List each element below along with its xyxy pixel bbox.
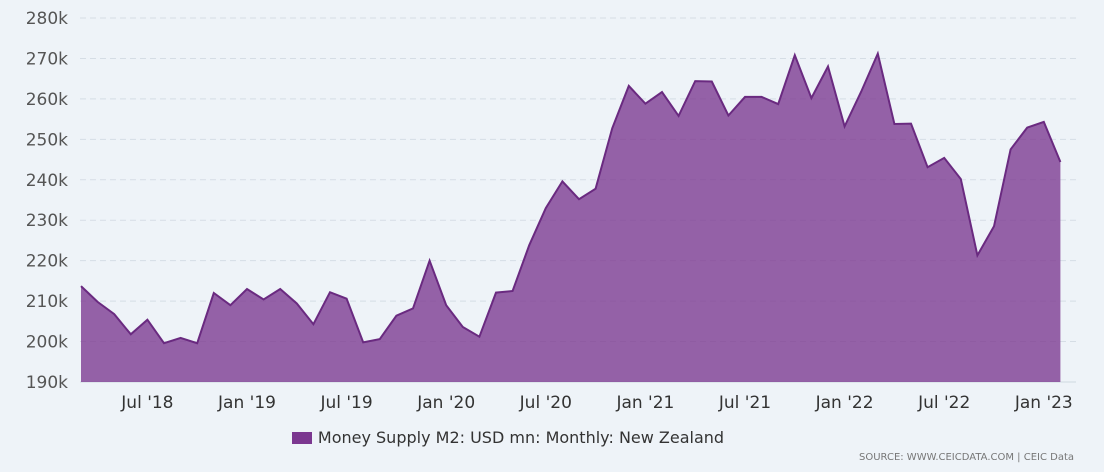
- x-tick-label: Jul '21: [718, 393, 771, 413]
- x-tick-label: Jul '22: [917, 393, 970, 413]
- y-tick-label: 250k: [26, 130, 68, 150]
- y-tick-label: 190k: [26, 373, 68, 393]
- y-axis: 190k 200k 210k 220k 230k 240k 250k 260k 270k 280k: [26, 9, 68, 393]
- series-area-fill: [81, 53, 1061, 382]
- x-tick-label: Jan '22: [815, 393, 874, 413]
- series-line: [80, 50, 1062, 345]
- series-area: [80, 50, 1062, 382]
- y-tick-label: 200k: [26, 333, 68, 353]
- x-axis: Jul '18 Jan '19 Jul '19 Jan '20 Jul '20 Jan '…: [120, 393, 1072, 413]
- x-tick-label: Jan '23: [1014, 393, 1073, 413]
- y-tick-label: 230k: [26, 211, 68, 231]
- legend-label: Money Supply M2: USD mn: Monthly: New Ze…: [317, 428, 725, 447]
- legend-swatch: [291, 431, 312, 444]
- y-tick-label: 240k: [26, 171, 68, 191]
- x-tick-label: Jul '18: [120, 393, 173, 413]
- x-tick-label: Jan '21: [615, 393, 674, 413]
- y-tick-label: 270k: [26, 49, 68, 69]
- y-tick-label: 220k: [26, 252, 68, 272]
- y-tick-label: 280k: [26, 9, 68, 29]
- legend[interactable]: Money Supply M2: USD mn: Monthly: New Ze…: [0, 428, 1016, 447]
- x-tick-label: Jan '20: [416, 393, 475, 413]
- y-tick-label: 210k: [26, 292, 68, 312]
- x-tick-label: Jul '20: [519, 393, 572, 413]
- x-tick-label: Jul '19: [319, 393, 372, 413]
- source-note: SOURCE: WWW.CEICDATA.COM | CEIC Data: [858, 452, 1074, 463]
- x-tick-label: Jan '19: [217, 393, 276, 413]
- y-tick-label: 260k: [26, 90, 68, 110]
